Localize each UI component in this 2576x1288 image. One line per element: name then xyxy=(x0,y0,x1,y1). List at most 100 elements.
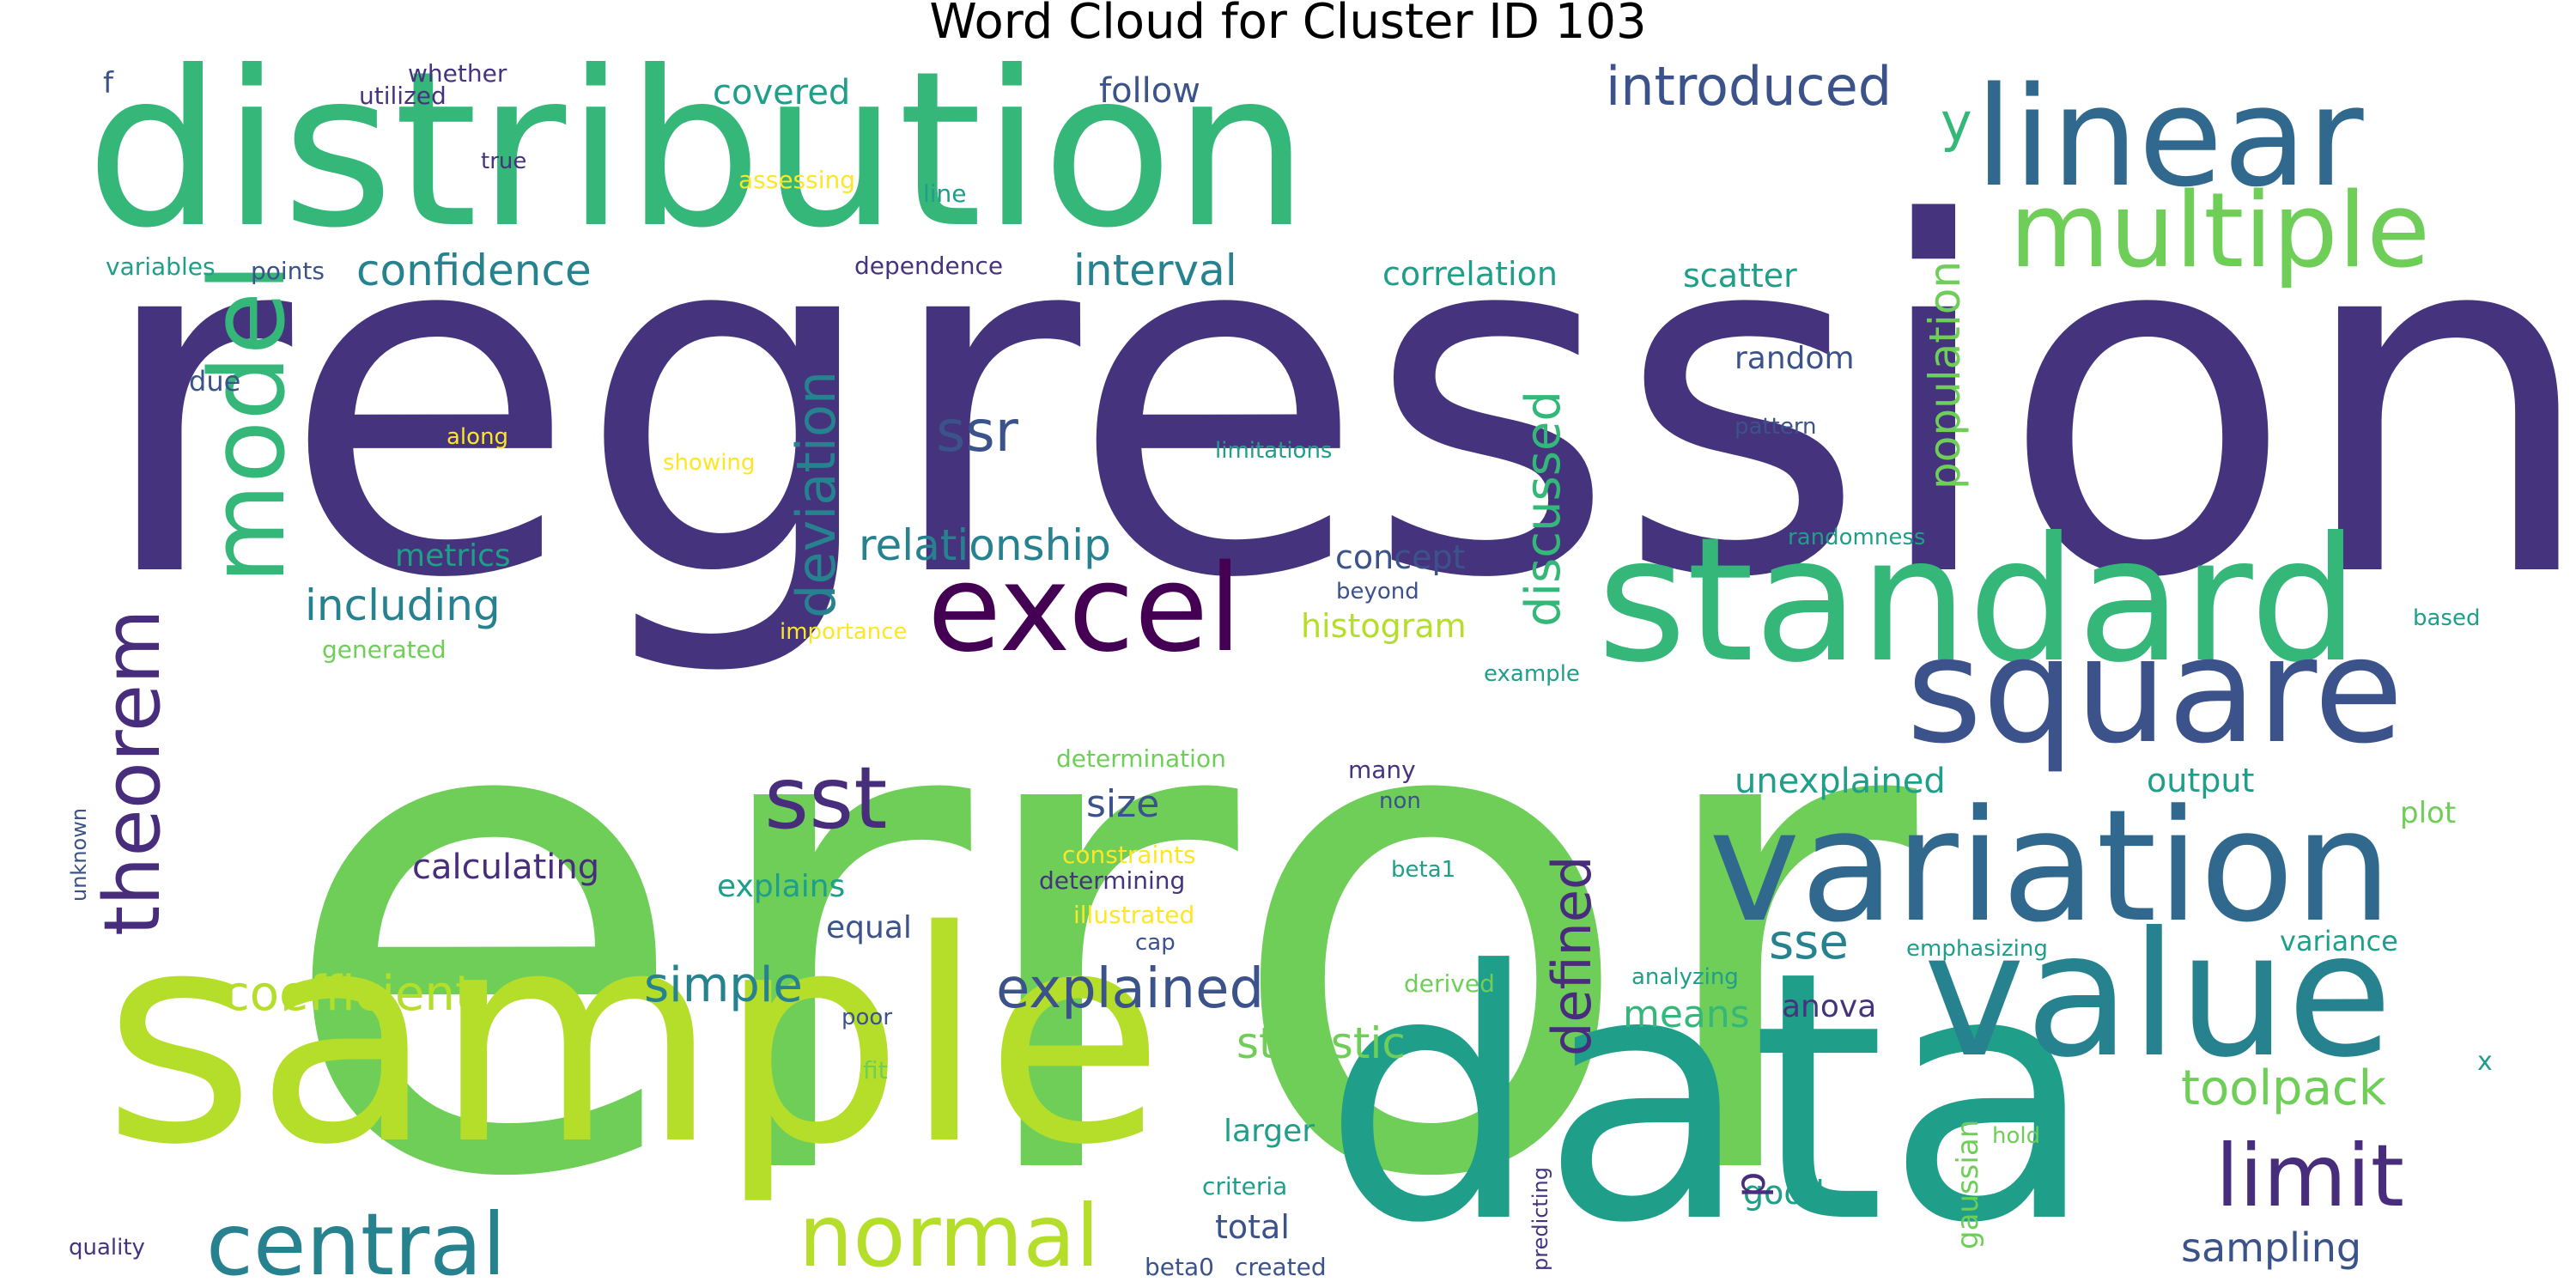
word-points: points xyxy=(251,257,325,285)
word-including: including xyxy=(305,580,501,630)
word-distribution: distribution xyxy=(86,25,1309,275)
word-beta1: beta1 xyxy=(1391,857,1456,883)
word-poor: poor xyxy=(841,1005,893,1030)
word-dependence: dependence xyxy=(854,252,1004,280)
word-multiple: multiple xyxy=(2009,172,2431,291)
word-generated: generated xyxy=(322,635,447,664)
word-interval: interval xyxy=(1073,246,1237,295)
word-model: model xyxy=(189,263,308,584)
word-error: error xyxy=(275,537,1917,1288)
word-coefficient: coefficient xyxy=(223,966,474,1022)
word-illustrated: illustrated xyxy=(1073,901,1195,929)
word-scatter: scatter xyxy=(1683,257,1797,295)
word-population: population xyxy=(1920,260,1970,489)
word-larger: larger xyxy=(1224,1114,1315,1149)
word-relationship: relationship xyxy=(859,520,1111,570)
word-good: good xyxy=(1743,1174,1825,1212)
word-correlation: correlation xyxy=(1382,255,1558,293)
word-variance: variance xyxy=(2280,925,2398,957)
word-non: non xyxy=(1379,788,1421,814)
word-sst: sst xyxy=(764,748,888,848)
word-example: example xyxy=(1484,661,1580,687)
word-quality: quality xyxy=(69,1235,145,1261)
word-simple: simple xyxy=(644,957,803,1013)
word-regression: regression xyxy=(94,124,2576,683)
word-confidence: confidence xyxy=(356,246,592,295)
word-anova: anova xyxy=(1782,989,1877,1024)
word-statistic: statistic xyxy=(1236,1018,1406,1068)
word-fit: fit xyxy=(863,1056,888,1084)
word-discussed: discussed xyxy=(1516,391,1571,627)
word-randomness: randomness xyxy=(1788,525,1926,550)
word-unknown: unknown xyxy=(67,807,91,902)
word-histogram: histogram xyxy=(1301,607,1467,645)
word-determination: determination xyxy=(1056,744,1226,773)
word-plot: plot xyxy=(2400,796,2457,830)
word-constraints: constraints xyxy=(1062,841,1196,869)
word-created: created xyxy=(1235,1253,1327,1281)
chart-title: Word Cloud for Cluster ID 103 xyxy=(929,0,1647,50)
word-calculating: calculating xyxy=(412,848,600,887)
word-covered: covered xyxy=(713,73,851,112)
word-line: line xyxy=(923,179,967,208)
word-size: size xyxy=(1086,782,1160,826)
word-along: along xyxy=(447,424,509,450)
word-means: means xyxy=(1623,993,1750,1036)
word-p: p xyxy=(1727,1171,1775,1198)
word-analyzing: analyzing xyxy=(1631,964,1739,990)
word-theorem: theorem xyxy=(88,609,178,936)
word-importance: importance xyxy=(780,619,908,645)
word-value: value xyxy=(1923,896,2393,1096)
word-f: f xyxy=(103,66,113,100)
word-true: true xyxy=(481,149,527,174)
word-x: x xyxy=(2477,1047,2493,1077)
word-data: data xyxy=(1322,899,2096,1288)
word-sampling: sampling xyxy=(2181,1224,2362,1271)
word-derived: derived xyxy=(1404,969,1495,998)
word-predicting: predicting xyxy=(1528,1167,1552,1271)
word-gaussian: gaussian xyxy=(1951,1119,1985,1249)
word-follow: follow xyxy=(1099,71,1200,111)
word-central: central xyxy=(206,1194,507,1288)
word-excel: excel xyxy=(927,539,1242,679)
word-showing: showing xyxy=(663,450,756,476)
word-random: random xyxy=(1735,341,1855,376)
word-defined: defined xyxy=(1540,855,1603,1056)
word-concept: concept xyxy=(1335,538,1466,576)
word-sample: sample xyxy=(103,869,1165,1209)
word-hold: hold xyxy=(1992,1123,2041,1149)
word-utilized: utilized xyxy=(359,82,447,110)
word-metrics: metrics xyxy=(395,538,511,574)
word-due: due xyxy=(189,365,241,398)
word-limitations: limitations xyxy=(1215,438,1333,464)
word-normal: normal xyxy=(799,1186,1100,1286)
word-equal: equal xyxy=(826,910,912,945)
word-standard: standard xyxy=(1597,501,2360,701)
word-sse: sse xyxy=(1769,914,1849,970)
word-explained: explained xyxy=(996,957,1265,1021)
word-y: y xyxy=(1941,91,1972,154)
word-emphasizing: emphasizing xyxy=(1906,936,2048,962)
word-determining: determining xyxy=(1039,866,1186,895)
word-total: total xyxy=(1215,1208,1290,1246)
word-explains: explains xyxy=(717,869,846,904)
word-deviation: deviation xyxy=(785,370,848,618)
word-variation: variation xyxy=(1709,777,2392,957)
word-beyond: beyond xyxy=(1336,579,1419,605)
word-ssr: ssr xyxy=(936,398,1018,465)
word-pattern: pattern xyxy=(1735,414,1817,440)
word-whether: whether xyxy=(408,59,507,88)
word-beta0: beta0 xyxy=(1145,1253,1214,1281)
word-many: many xyxy=(1348,756,1416,784)
word-variables: variables xyxy=(106,252,216,281)
word-cap: cap xyxy=(1135,930,1176,956)
word-linear: linear xyxy=(1975,57,2364,217)
word-based: based xyxy=(2413,605,2481,631)
word-toolpack: toolpack xyxy=(2181,1060,2387,1116)
word-unexplained: unexplained xyxy=(1735,762,1946,801)
word-limit: limit xyxy=(2215,1126,2404,1226)
word-square: square xyxy=(1906,606,2404,776)
word-introduced: introduced xyxy=(1606,55,1893,118)
word-output: output xyxy=(2147,762,2255,799)
